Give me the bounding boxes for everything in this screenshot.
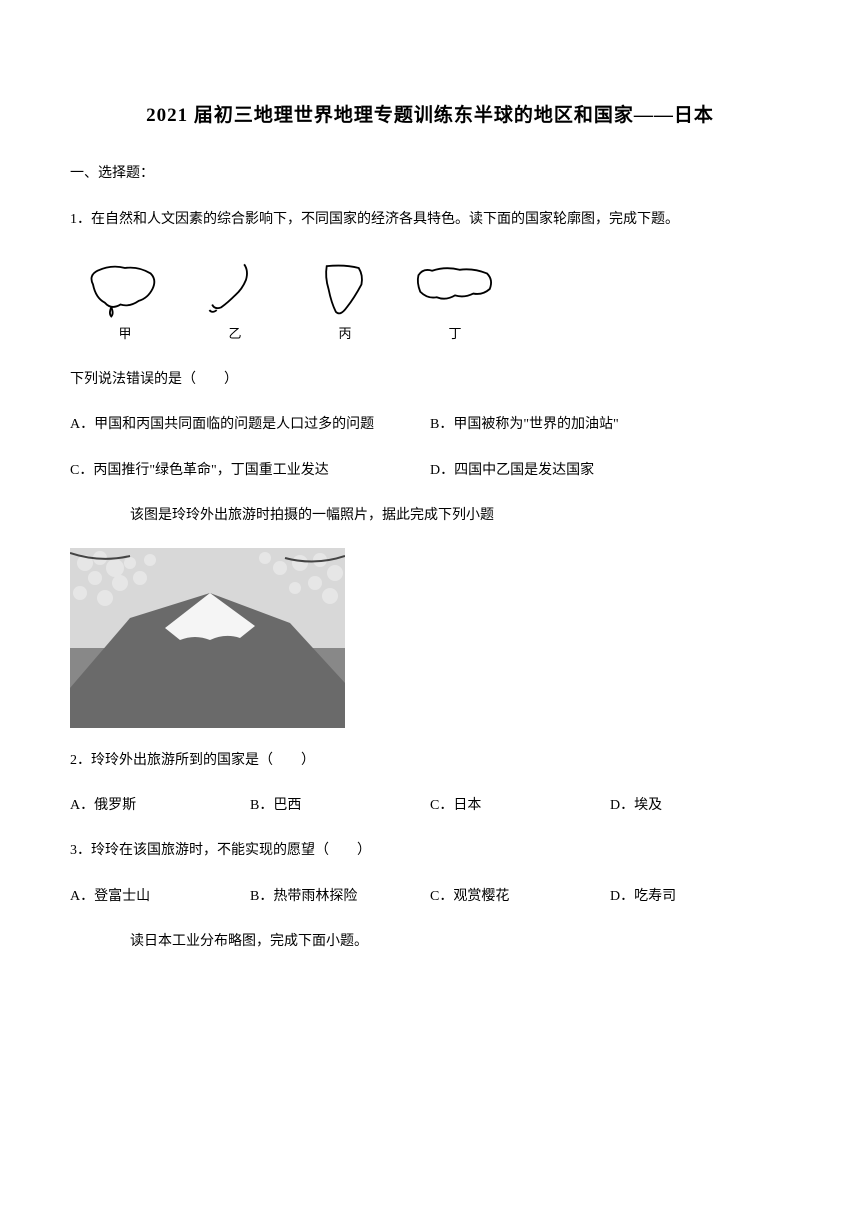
- shape-ding: 丁: [405, 257, 505, 342]
- q2-optA: A．俄罗斯: [70, 793, 250, 818]
- q1-optC: C．丙国推行"绿色革命"，丁国重工业发达: [70, 458, 430, 483]
- q1-optA: A．甲国和丙国共同面临的问题是人口过多的问题: [70, 412, 430, 437]
- q3-optB: B．热带雨林探险: [250, 884, 430, 909]
- q1-options-row1: A．甲国和丙国共同面临的问题是人口过多的问题 B．甲国被称为"世界的加油站": [70, 412, 790, 437]
- page-title: 2021 届初三地理世界地理专题训练东半球的地区和国家——日本: [70, 100, 790, 127]
- section-header: 一、选择题：: [70, 162, 790, 182]
- label-bing: 丙: [338, 323, 351, 342]
- fuji-photo: [70, 548, 345, 728]
- q1-followup: 下列说法错误的是（ ）: [70, 367, 790, 392]
- q3-optA: A．登富士山: [70, 884, 250, 909]
- q2-optB: B．巴西: [250, 793, 430, 818]
- q2-options: A．俄罗斯 B．巴西 C．日本 D．埃及: [70, 793, 790, 818]
- q1-options-row2: C．丙国推行"绿色革命"，丁国重工业发达 D．四国中乙国是发达国家: [70, 458, 790, 483]
- q1-optD: D．四国中乙国是发达国家: [430, 458, 790, 483]
- q3-options: A．登富士山 B．热带雨林探险 C．观赏樱花 D．吃寿司: [70, 884, 790, 909]
- context3: 读日本工业分布略图，完成下面小题。: [70, 929, 790, 954]
- label-ding: 丁: [448, 323, 461, 342]
- shape-yi: 乙: [185, 257, 285, 342]
- q1-text: 1．在自然和人文因素的综合影响下，不同国家的经济各具特色。读下面的国家轮廓图，完…: [70, 207, 790, 232]
- country-outlines-image: 甲 乙 丙 丁: [70, 252, 510, 347]
- q3-optD: D．吃寿司: [610, 884, 790, 909]
- q2-optC: C．日本: [430, 793, 610, 818]
- shape-bing: 丙: [295, 257, 395, 342]
- q2-text: 2．玲玲外出旅游所到的国家是（ ）: [70, 748, 790, 773]
- q1-optB: B．甲国被称为"世界的加油站": [430, 412, 790, 437]
- label-jia: 甲: [118, 323, 131, 342]
- q3-text: 3．玲玲在该国旅游时，不能实现的愿望（ ）: [70, 838, 790, 863]
- q3-optC: C．观赏樱花: [430, 884, 610, 909]
- context2: 该图是玲玲外出旅游时拍摄的一幅照片，据此完成下列小题: [70, 503, 790, 528]
- q2-optD: D．埃及: [610, 793, 790, 818]
- label-yi: 乙: [228, 323, 241, 342]
- shape-jia: 甲: [75, 257, 175, 342]
